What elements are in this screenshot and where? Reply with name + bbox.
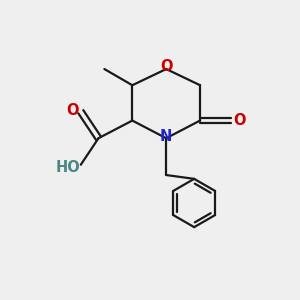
Text: HO: HO	[56, 160, 81, 175]
Text: O: O	[66, 103, 79, 118]
Text: O: O	[160, 59, 172, 74]
Text: O: O	[234, 113, 246, 128]
Text: N: N	[160, 129, 172, 144]
